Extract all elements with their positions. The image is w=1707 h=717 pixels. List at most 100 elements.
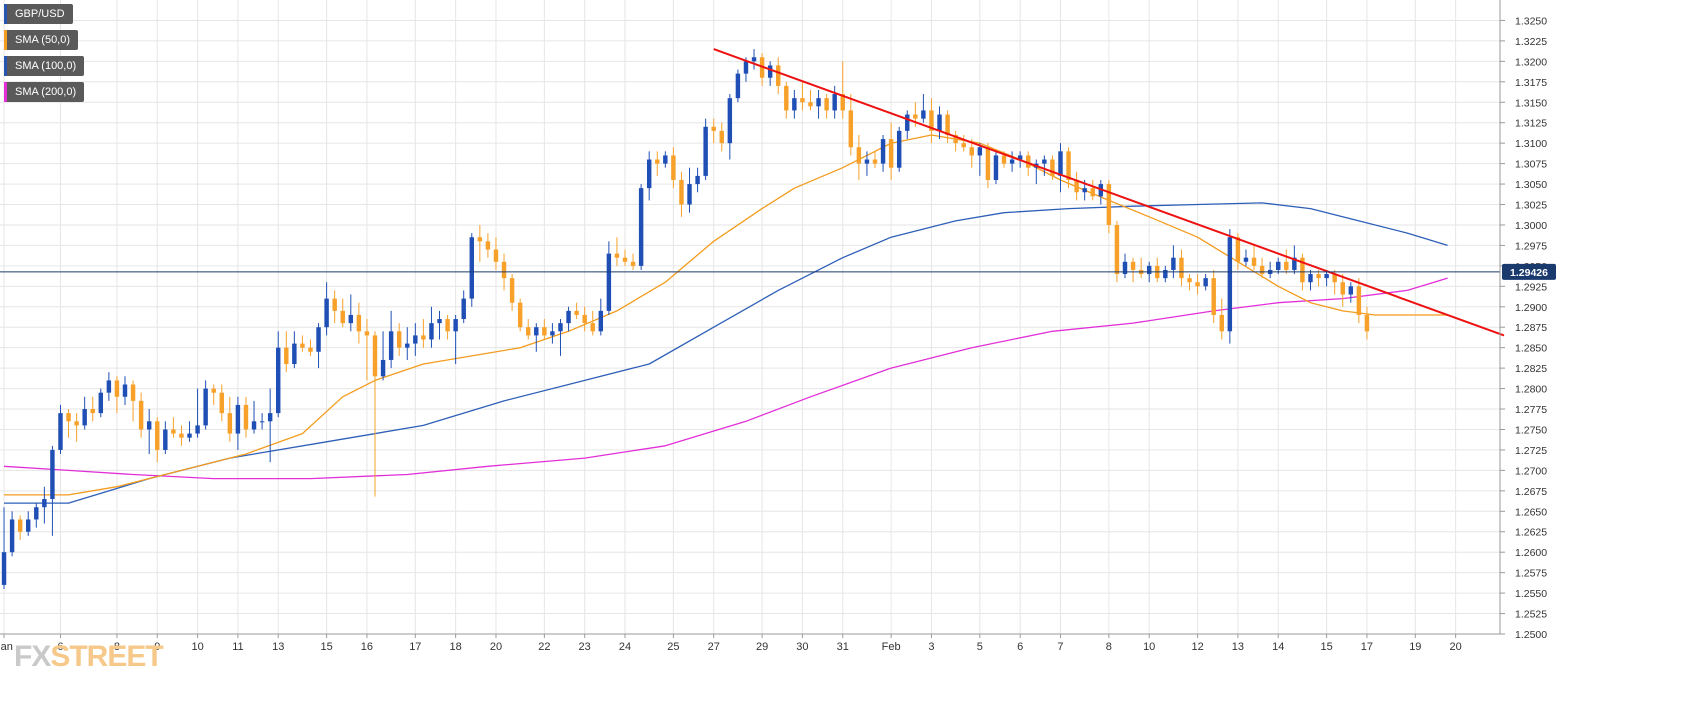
candle	[308, 339, 313, 356]
x-tick-label: 8	[114, 641, 120, 653]
candle-body	[711, 126, 716, 131]
candle	[477, 224, 483, 262]
candle-body	[1122, 261, 1128, 275]
y-tick-label: 1.3200	[1515, 56, 1547, 68]
legend-item-gbpusd[interactable]: GBP/USD	[4, 4, 73, 24]
candle	[1348, 282, 1354, 303]
candle	[509, 274, 515, 311]
candle-body	[606, 253, 612, 311]
candle-body	[630, 261, 636, 266]
candle	[953, 130, 958, 152]
legend-swatch	[4, 4, 7, 24]
x-tick-label: 20	[490, 641, 502, 653]
candle	[614, 237, 620, 266]
legend-item-sma200[interactable]: SMA (200,0)	[4, 82, 85, 102]
candle	[896, 126, 902, 172]
candle-body	[526, 327, 531, 336]
candle-body	[945, 114, 950, 135]
candle	[235, 396, 241, 450]
candle-body	[1, 552, 7, 585]
candle-body	[372, 335, 378, 377]
y-tick-label: 1.3125	[1515, 118, 1547, 130]
sma100-line	[4, 202, 1448, 504]
candle	[679, 171, 684, 217]
candle-body	[679, 179, 684, 205]
candle	[776, 57, 781, 95]
y-tick-label: 1.2800	[1515, 384, 1547, 396]
candle	[106, 372, 112, 401]
current-price-label: 1.29426	[1510, 267, 1548, 279]
candle-body	[961, 143, 966, 148]
candle-body	[792, 98, 797, 111]
candle-body	[405, 343, 410, 348]
candle-body	[17, 519, 23, 532]
y-tick-label: 1.2925	[1515, 281, 1547, 293]
candle	[276, 331, 281, 418]
candle	[598, 298, 604, 336]
candle-body	[316, 327, 321, 352]
candle	[824, 94, 829, 119]
legend-item-sma50[interactable]: SMA (50,0)	[4, 30, 79, 50]
y-tick-label: 1.2825	[1515, 363, 1547, 375]
candle	[316, 323, 321, 369]
candle-body	[42, 499, 47, 508]
candle-body	[534, 327, 539, 336]
logo-fx: FX	[14, 640, 51, 673]
legend-item-sma100[interactable]: SMA (100,0)	[4, 56, 85, 76]
candle-body	[655, 159, 660, 164]
candle	[1340, 274, 1345, 307]
candle	[50, 445, 55, 536]
y-tick-label: 1.2750	[1515, 424, 1547, 436]
candle	[1284, 249, 1289, 275]
candle-body	[646, 159, 652, 189]
axes: 1.2500 1.2525 1.2550 1.2575 1.2600 1.2625 1.26…	[0, 0, 1556, 653]
fxstreet-logo: FXSTREET	[14, 640, 164, 674]
candle-body	[1179, 257, 1184, 279]
candle-body	[1130, 261, 1136, 270]
x-tick-label: 25	[667, 641, 679, 653]
candle-body	[388, 331, 394, 360]
candle-body	[1276, 261, 1281, 270]
candle-body	[34, 507, 39, 520]
candle-body	[171, 429, 176, 434]
candle-body	[687, 184, 692, 205]
candle	[517, 298, 523, 332]
candle	[413, 323, 418, 356]
candle-body	[1058, 151, 1063, 176]
candle-body	[66, 413, 71, 422]
candle	[961, 134, 966, 152]
candle	[671, 147, 676, 189]
candle	[1187, 274, 1192, 291]
candle	[945, 110, 950, 144]
candle-body	[598, 310, 604, 332]
candle-body	[1284, 261, 1289, 270]
candle-body	[179, 433, 184, 438]
candle	[396, 323, 402, 356]
candle	[114, 376, 120, 414]
legend-label: SMA (50,0)	[15, 34, 71, 46]
y-tick-label: 1.2525	[1515, 609, 1547, 621]
y-tick-label: 1.2775	[1515, 404, 1547, 416]
candle	[1114, 220, 1120, 283]
candle	[1243, 249, 1249, 266]
candle	[17, 515, 23, 540]
candle	[187, 421, 192, 442]
candle	[259, 413, 265, 430]
candle	[146, 409, 152, 455]
candle-body	[106, 380, 112, 393]
candle	[1066, 147, 1071, 189]
candle-body	[300, 343, 305, 348]
candle-body	[671, 155, 676, 180]
y-tick-label: 1.3175	[1515, 77, 1547, 89]
candle-body	[219, 392, 224, 414]
candle	[372, 331, 378, 497]
x-tick-label: 22	[538, 641, 550, 653]
candle-body	[735, 73, 741, 99]
x-tick-label: 6	[57, 641, 63, 653]
legend-label: SMA (200,0)	[15, 86, 77, 98]
candle	[66, 409, 71, 438]
x-tick-label: 16	[361, 641, 373, 653]
candle	[719, 122, 724, 152]
candle	[1050, 155, 1055, 180]
candle	[388, 310, 394, 369]
